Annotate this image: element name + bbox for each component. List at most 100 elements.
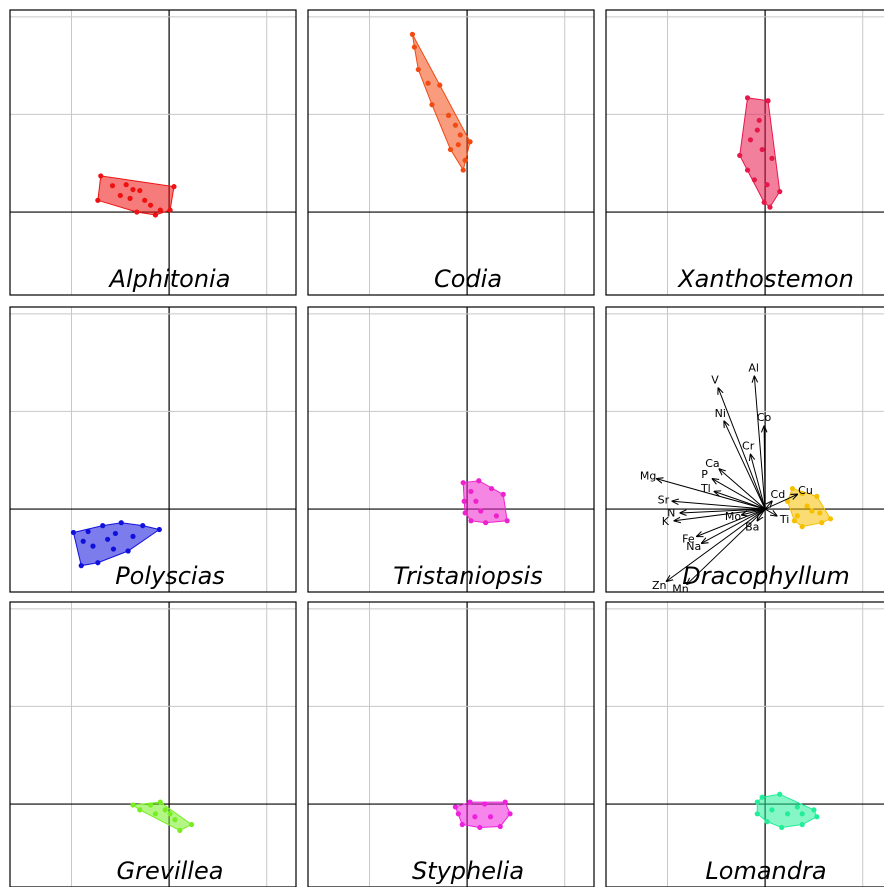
point (467, 799, 473, 805)
point (445, 112, 452, 119)
point (468, 518, 474, 524)
point (134, 209, 140, 215)
point (90, 543, 96, 549)
panel-title: Alphitonia (108, 265, 231, 293)
panel: Tristaniopsis (307, 306, 595, 593)
loading-label: Mo (725, 510, 741, 523)
loading-arrow (742, 508, 766, 515)
point (80, 538, 86, 544)
loading-arrow (697, 508, 766, 536)
point (167, 207, 173, 213)
point (737, 152, 743, 159)
panel: Alphitonia (9, 9, 297, 296)
point (759, 146, 765, 153)
loading-label: N (667, 506, 675, 519)
loading-arrow (764, 426, 765, 510)
loading-arrow (757, 508, 766, 521)
point (172, 817, 178, 823)
point (500, 491, 506, 497)
point (794, 804, 800, 810)
point (747, 137, 754, 143)
point (754, 127, 760, 133)
panel: Polyscias (9, 306, 297, 593)
point (811, 807, 817, 813)
loading-arrow (687, 508, 766, 584)
point (462, 157, 468, 163)
loading-arrow (714, 491, 766, 510)
panel: Lomandra (605, 601, 884, 887)
loading-label: Cd (771, 488, 786, 501)
point (137, 807, 143, 813)
loading-arrow (750, 454, 766, 510)
point (455, 142, 461, 148)
point (425, 80, 431, 86)
point (769, 807, 775, 813)
point (98, 173, 104, 179)
point (769, 155, 775, 161)
point (130, 186, 136, 193)
loading-arrow (754, 376, 766, 510)
point (504, 518, 510, 524)
panel-title: Codia (434, 265, 502, 293)
loading-label: Ni (715, 407, 726, 420)
point (477, 824, 483, 831)
point (467, 139, 473, 145)
loading-arrow (657, 479, 766, 510)
point (819, 520, 825, 526)
point (794, 513, 800, 519)
panel-title: Dracophyllum (682, 562, 850, 590)
loading-arrow (672, 501, 766, 510)
point (105, 536, 111, 542)
point (167, 811, 173, 817)
point (497, 823, 503, 830)
panel-title: Polyscias (115, 562, 225, 590)
loading-label: Tl (700, 482, 711, 495)
hull (454, 801, 511, 828)
loading-arrow (764, 508, 777, 516)
loading-label: Na (686, 540, 701, 553)
point (799, 524, 805, 530)
point (110, 546, 117, 552)
point (411, 44, 417, 50)
point (804, 503, 810, 509)
point (777, 188, 783, 195)
point (455, 811, 461, 817)
loading-label: Cr (742, 440, 755, 453)
panel: Grevillea (9, 601, 297, 887)
panel-title: Lomandra (705, 857, 826, 885)
point (756, 117, 762, 123)
panel: Xanthostemon (605, 9, 884, 296)
point (789, 485, 796, 492)
point (767, 204, 773, 210)
point (117, 192, 123, 199)
point (460, 480, 466, 486)
point (177, 827, 183, 833)
loading-label: Fe (682, 532, 695, 545)
point (777, 791, 783, 797)
point (171, 184, 177, 190)
point (764, 182, 770, 188)
point (814, 814, 820, 820)
point (452, 804, 458, 810)
loading-arrow (667, 508, 766, 581)
point (493, 513, 499, 519)
point (751, 177, 757, 183)
point (468, 488, 474, 495)
point (188, 821, 195, 828)
point (817, 510, 823, 516)
point (488, 485, 495, 492)
point (791, 518, 797, 524)
point (761, 199, 767, 205)
loading-arrow (680, 508, 766, 513)
point (744, 95, 751, 101)
point (137, 187, 143, 194)
loading-label: Zn (652, 579, 667, 592)
panel-frame (9, 9, 297, 296)
point (157, 799, 163, 805)
point (460, 167, 466, 173)
point (78, 563, 84, 569)
point (70, 529, 77, 536)
point (112, 530, 119, 537)
point (152, 212, 159, 218)
